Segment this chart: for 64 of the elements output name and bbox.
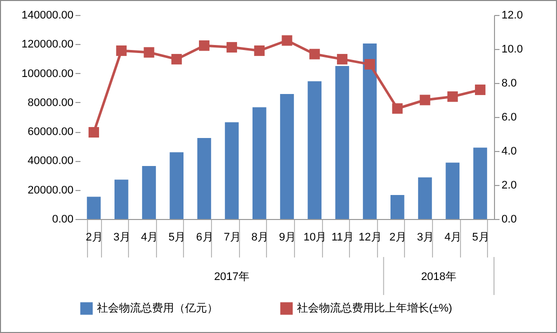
x-tick-label: 3月 [113,232,130,244]
point [364,59,376,70]
y2-tick-label: 0.0 [502,214,517,226]
point [226,42,238,53]
bar [390,194,404,219]
bar [170,152,184,219]
point [144,47,154,58]
text: 2018年 [421,271,457,283]
y-tick-label: 60000.00 [28,126,74,138]
y-tick-label: 120000.00 [22,38,74,51]
x-tick-label: 9月 [278,232,296,244]
bar [252,107,266,219]
point [336,54,348,64]
x-tick-label: 6月 [196,232,214,244]
x-tick-label: 4月 [140,232,158,244]
x-tick-label: 8月 [251,232,268,244]
point [420,94,430,106]
point [254,45,265,56]
point [88,127,100,138]
x-tick-label: 4月 [444,232,462,244]
x-tick-label: 3月 [416,232,434,244]
bar [280,94,294,219]
point [282,35,292,46]
y-tick-label: 80000.00 [28,96,74,109]
x-tick-label: 5月 [472,232,490,244]
y-tick-label: 40000.00 [28,155,74,168]
legend-label: 社会物流总费用比上年增长(±%) [297,302,452,315]
point [392,103,403,114]
bar [335,66,350,219]
y2-tick-label: 12.0 [502,10,523,22]
bar [418,177,432,219]
x-tick-label: 10月 [303,232,327,244]
point [116,45,127,56]
bar [224,122,239,219]
y2-tick-label: 2.0 [502,180,517,192]
bar [197,138,212,219]
y-tick-label: 20000.00 [28,184,74,196]
bar [473,148,488,219]
bar [362,44,377,219]
point [474,84,486,96]
y2-tick-label: 4.0 [502,146,517,158]
y2-tick-label: 10.0 [502,44,523,56]
y2-tick-label: 6.0 [502,112,517,124]
point [309,48,320,60]
point [171,54,182,64]
x-tick-label: 11月 [331,232,354,244]
bar [142,166,156,219]
legend-label: 社会物流总费用（亿元） [97,302,218,315]
point [447,91,458,102]
y-tick-label: 0.00 [52,214,74,226]
x-tick-label: 7月 [224,232,241,244]
y2-tick-label: 8.0 [502,78,517,90]
bar [446,162,460,219]
bar [86,196,101,219]
bar [114,180,128,219]
point [198,40,210,51]
x-tick-label: 2月 [389,232,406,244]
bar [308,81,322,219]
x-tick-label: 2月 [86,232,103,244]
x-tick-label: 12月 [358,232,382,244]
x-tick-label: 5月 [168,232,186,244]
text: 2017年 [214,271,250,283]
y-tick-label: 100000.00 [22,68,74,80]
y-tick-label: 140000.00 [22,10,74,22]
